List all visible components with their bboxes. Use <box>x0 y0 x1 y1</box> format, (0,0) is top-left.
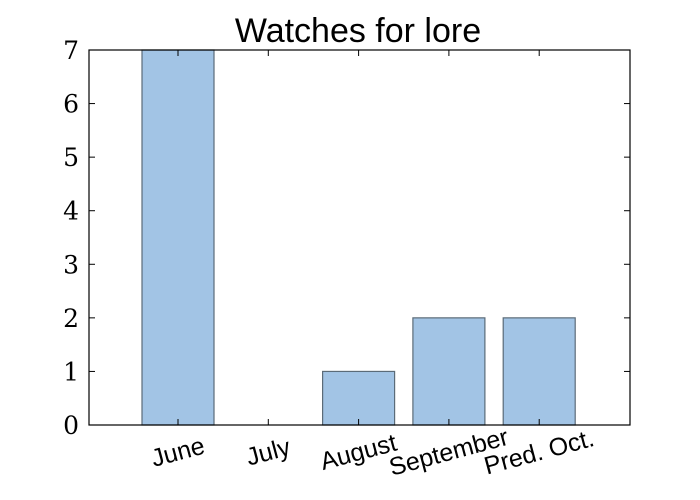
bar-june <box>141 49 215 426</box>
x-tick-label: July <box>243 433 294 472</box>
bar-pred-oct <box>502 317 576 426</box>
bar-september <box>412 317 486 426</box>
y-tick-label: 4 <box>63 197 79 226</box>
axes-frame <box>88 49 631 426</box>
x-tick-label: August <box>317 429 399 476</box>
y-tick-label: 2 <box>63 304 79 333</box>
y-tick-label: 1 <box>63 357 79 386</box>
bar-august <box>322 370 396 426</box>
y-tick-label: 7 <box>63 36 79 65</box>
y-tick-label: 6 <box>63 90 79 119</box>
x-tick-label: June <box>148 432 208 473</box>
chart-title: Watches for lore <box>235 12 481 50</box>
y-tick-label: 3 <box>63 250 79 279</box>
y-tick-label: 0 <box>63 411 79 440</box>
y-tick-label: 5 <box>63 143 79 172</box>
